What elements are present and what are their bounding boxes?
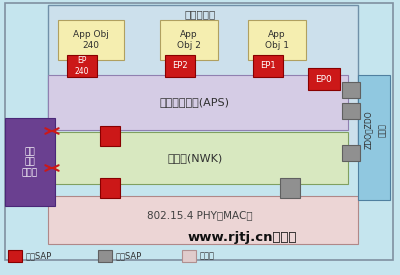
Bar [248,20,306,60]
Text: 应用层架构: 应用层架构 [184,9,216,19]
Text: 管理SAP: 管理SAP [116,252,142,260]
Text: 应用层: 应用层 [200,252,215,260]
Bar [48,196,358,244]
Bar [58,20,124,60]
Text: App
Obj 2: App Obj 2 [177,30,201,50]
Text: 管理层: 管理层 [378,123,386,137]
Text: 安全
服务
提供层: 安全 服务 提供层 [22,147,38,177]
Text: 802.15.4 PHY和MAC层: 802.15.4 PHY和MAC层 [147,210,253,220]
Bar [5,118,55,206]
Bar [182,250,196,262]
Text: EP
240: EP 240 [75,56,89,76]
Bar [308,68,340,90]
Text: 网络层(NWK): 网络层(NWK) [167,153,223,163]
Text: 数据SAP: 数据SAP [26,252,52,260]
Text: 应用支持子层(APS): 应用支持子层(APS) [160,97,230,107]
Bar [280,178,300,198]
Text: www.rjtj.cn软荐网: www.rjtj.cn软荐网 [187,230,297,243]
Bar [342,145,360,161]
Text: App
Obj 1: App Obj 1 [265,30,289,50]
Bar [48,5,358,150]
Bar [67,55,97,77]
Bar [48,132,348,184]
Bar [342,103,360,119]
Bar [160,20,218,60]
Text: EP2: EP2 [172,62,188,70]
Bar [342,82,360,98]
Bar [100,178,120,198]
Bar [8,250,22,262]
Text: EP0: EP0 [316,75,332,84]
Bar [165,55,195,77]
Text: App Obj
240: App Obj 240 [73,30,109,50]
Text: ZDO和ZDO: ZDO和ZDO [364,111,372,149]
Bar [48,75,348,130]
Bar [253,55,283,77]
Text: EP1: EP1 [260,62,276,70]
Bar [100,126,120,146]
Bar [98,250,112,262]
Bar [358,75,390,200]
